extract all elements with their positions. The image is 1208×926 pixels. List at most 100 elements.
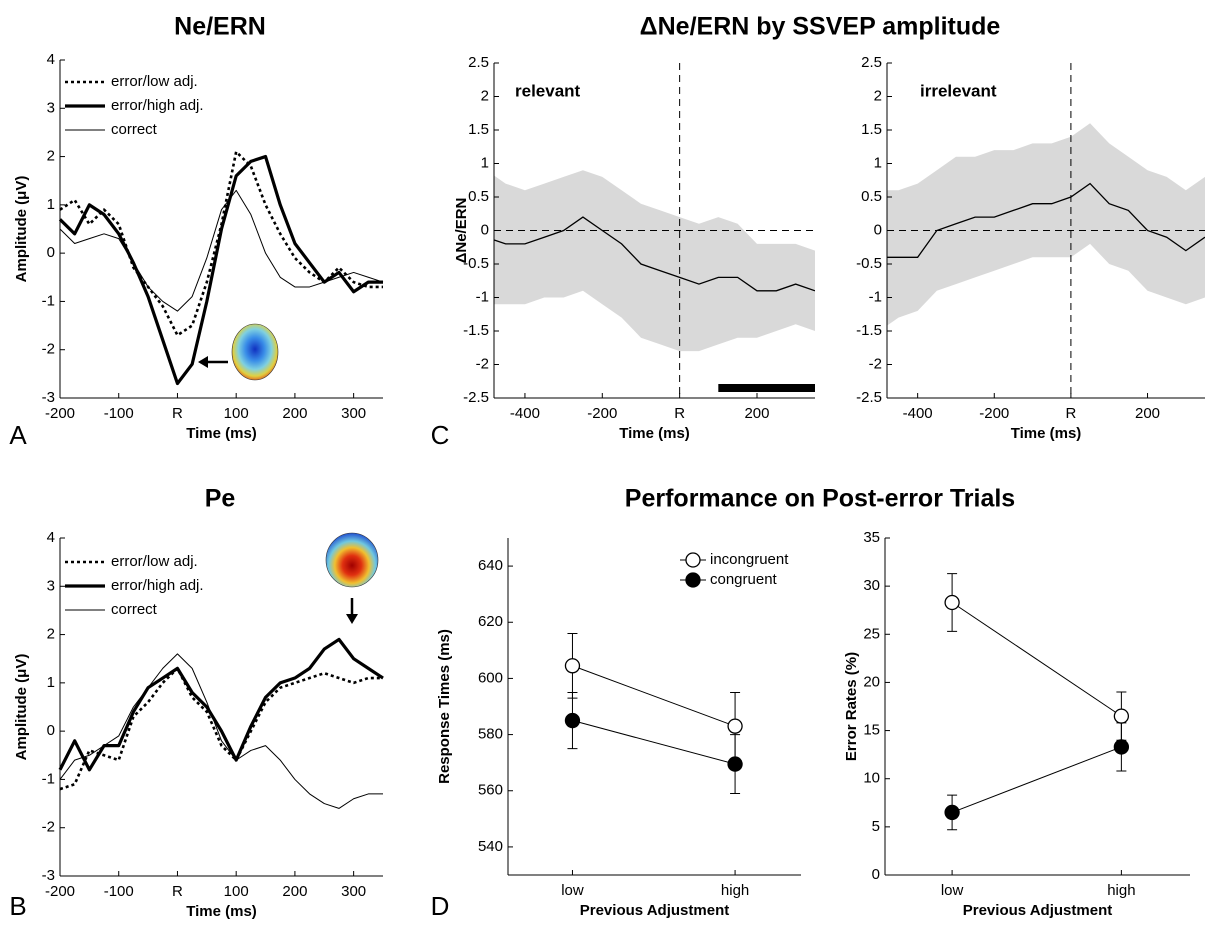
y-tick-label: -2.5 (463, 389, 489, 406)
annotation: relevant (515, 81, 581, 100)
x-tick-label: low (941, 882, 964, 899)
x-tick-label: -200 (587, 405, 617, 422)
y-tick-label: 0 (874, 221, 882, 238)
marker (1113, 739, 1130, 755)
y-tick-label: 620 (478, 613, 503, 630)
arrow-head (346, 614, 358, 624)
y-tick-label: -3 (42, 867, 55, 884)
line (59, 189, 384, 312)
x-tick-label: R (172, 883, 183, 900)
significance-bar (718, 384, 815, 392)
y-tick-label: 0 (481, 221, 489, 238)
y-tick-label: 2 (874, 87, 882, 104)
legend-marker (685, 552, 701, 568)
chart-title: Performance on Post-error Trials (625, 485, 1015, 513)
x-axis-label: Previous Adjustment (580, 902, 729, 919)
line (58, 637, 384, 772)
marker (564, 658, 581, 674)
legend-label: incongruent (710, 551, 789, 568)
y-tick-label: 30 (863, 577, 880, 594)
y-tick-label: -2 (869, 355, 882, 372)
arrow-head (198, 356, 208, 368)
chart-title: ΔNe/ERN by SSVEP amplitude (640, 13, 1001, 41)
y-tick-label: -2.5 (856, 389, 882, 406)
y-tick-label: 0 (47, 244, 55, 261)
legend-label: error/low adj. (111, 73, 198, 90)
line (887, 182, 1205, 258)
y-tick-label: 640 (478, 557, 503, 574)
confidence-band (887, 123, 1205, 326)
y-tick-label: -2 (476, 355, 489, 372)
annotation: irrelevant (920, 81, 997, 100)
legend-label: error/low adj. (111, 553, 198, 570)
x-tick-label: -400 (510, 405, 540, 422)
y-tick-label: -1.5 (856, 322, 882, 339)
chart-title: Pe (205, 485, 236, 513)
x-axis-label: Time (ms) (186, 425, 257, 442)
line (572, 665, 736, 727)
line (572, 720, 736, 765)
y-tick-label: 4 (47, 529, 55, 546)
marker (1113, 708, 1130, 724)
x-tick-label: 200 (282, 883, 307, 900)
y-tick-label: -2 (42, 341, 55, 358)
y-tick-label: 0.5 (468, 188, 489, 205)
y-tick-label: -0.5 (856, 255, 882, 272)
y-tick-label: -0.5 (463, 255, 489, 272)
line (951, 602, 1122, 717)
x-tick-label: -200 (45, 405, 75, 422)
y-axis-label: Amplitude (μV) (13, 654, 30, 761)
y-tick-label: 1.5 (861, 121, 882, 138)
legend-label: correct (111, 121, 158, 138)
x-tick-label: R (674, 405, 685, 422)
topography-map (325, 532, 379, 588)
y-tick-label: -2 (42, 819, 55, 836)
y-tick-label: 35 (863, 529, 880, 546)
y-tick-label: 600 (478, 669, 503, 686)
y-tick-label: 5 (872, 818, 880, 835)
y-tick-label: 580 (478, 726, 503, 743)
x-tick-label: -200 (979, 405, 1009, 422)
y-axis-label: Amplitude (μV) (13, 176, 30, 283)
y-tick-label: 4 (47, 51, 55, 68)
panel-letter: C (431, 420, 450, 450)
x-tick-label: R (1065, 405, 1076, 422)
y-tick-label: 0 (872, 866, 880, 883)
y-tick-label: 560 (478, 782, 503, 799)
x-tick-label: 200 (1135, 405, 1160, 422)
x-tick-label: high (1107, 882, 1135, 899)
y-tick-label: 1 (47, 196, 55, 213)
y-tick-label: -1 (42, 770, 55, 787)
legend-label: error/high adj. (111, 577, 204, 594)
marker (944, 594, 960, 611)
x-tick-label: -200 (45, 883, 75, 900)
y-tick-label: 1 (47, 674, 55, 691)
x-tick-label: 300 (341, 405, 366, 422)
legend-label: correct (111, 601, 158, 618)
line (59, 653, 383, 809)
line (494, 216, 815, 292)
x-tick-label: low (561, 882, 584, 899)
y-tick-label: 0.5 (861, 188, 882, 205)
chart-title: Ne/ERN (174, 13, 266, 41)
legend-marker (685, 572, 701, 588)
panel-letter: D (431, 891, 450, 921)
x-tick-label: high (721, 882, 749, 899)
y-tick-label: 2 (481, 87, 489, 104)
y-tick-label: 3 (47, 99, 55, 116)
y-tick-label: 2 (47, 148, 55, 165)
y-tick-label: -3 (42, 389, 55, 406)
y-tick-label: 0 (47, 722, 55, 739)
y-tick-label: -1.5 (463, 322, 489, 339)
y-tick-label: 1.5 (468, 121, 489, 138)
y-tick-label: 1 (874, 154, 882, 171)
line (58, 154, 383, 386)
x-tick-label: -400 (903, 405, 933, 422)
x-axis-label: Time (ms) (186, 903, 257, 920)
x-axis-label: Time (ms) (619, 425, 690, 442)
x-axis-label: Time (ms) (1011, 425, 1082, 442)
legend-label: congruent (710, 571, 778, 588)
y-tick-label: 15 (863, 722, 880, 739)
y-tick-label: 10 (863, 770, 880, 787)
